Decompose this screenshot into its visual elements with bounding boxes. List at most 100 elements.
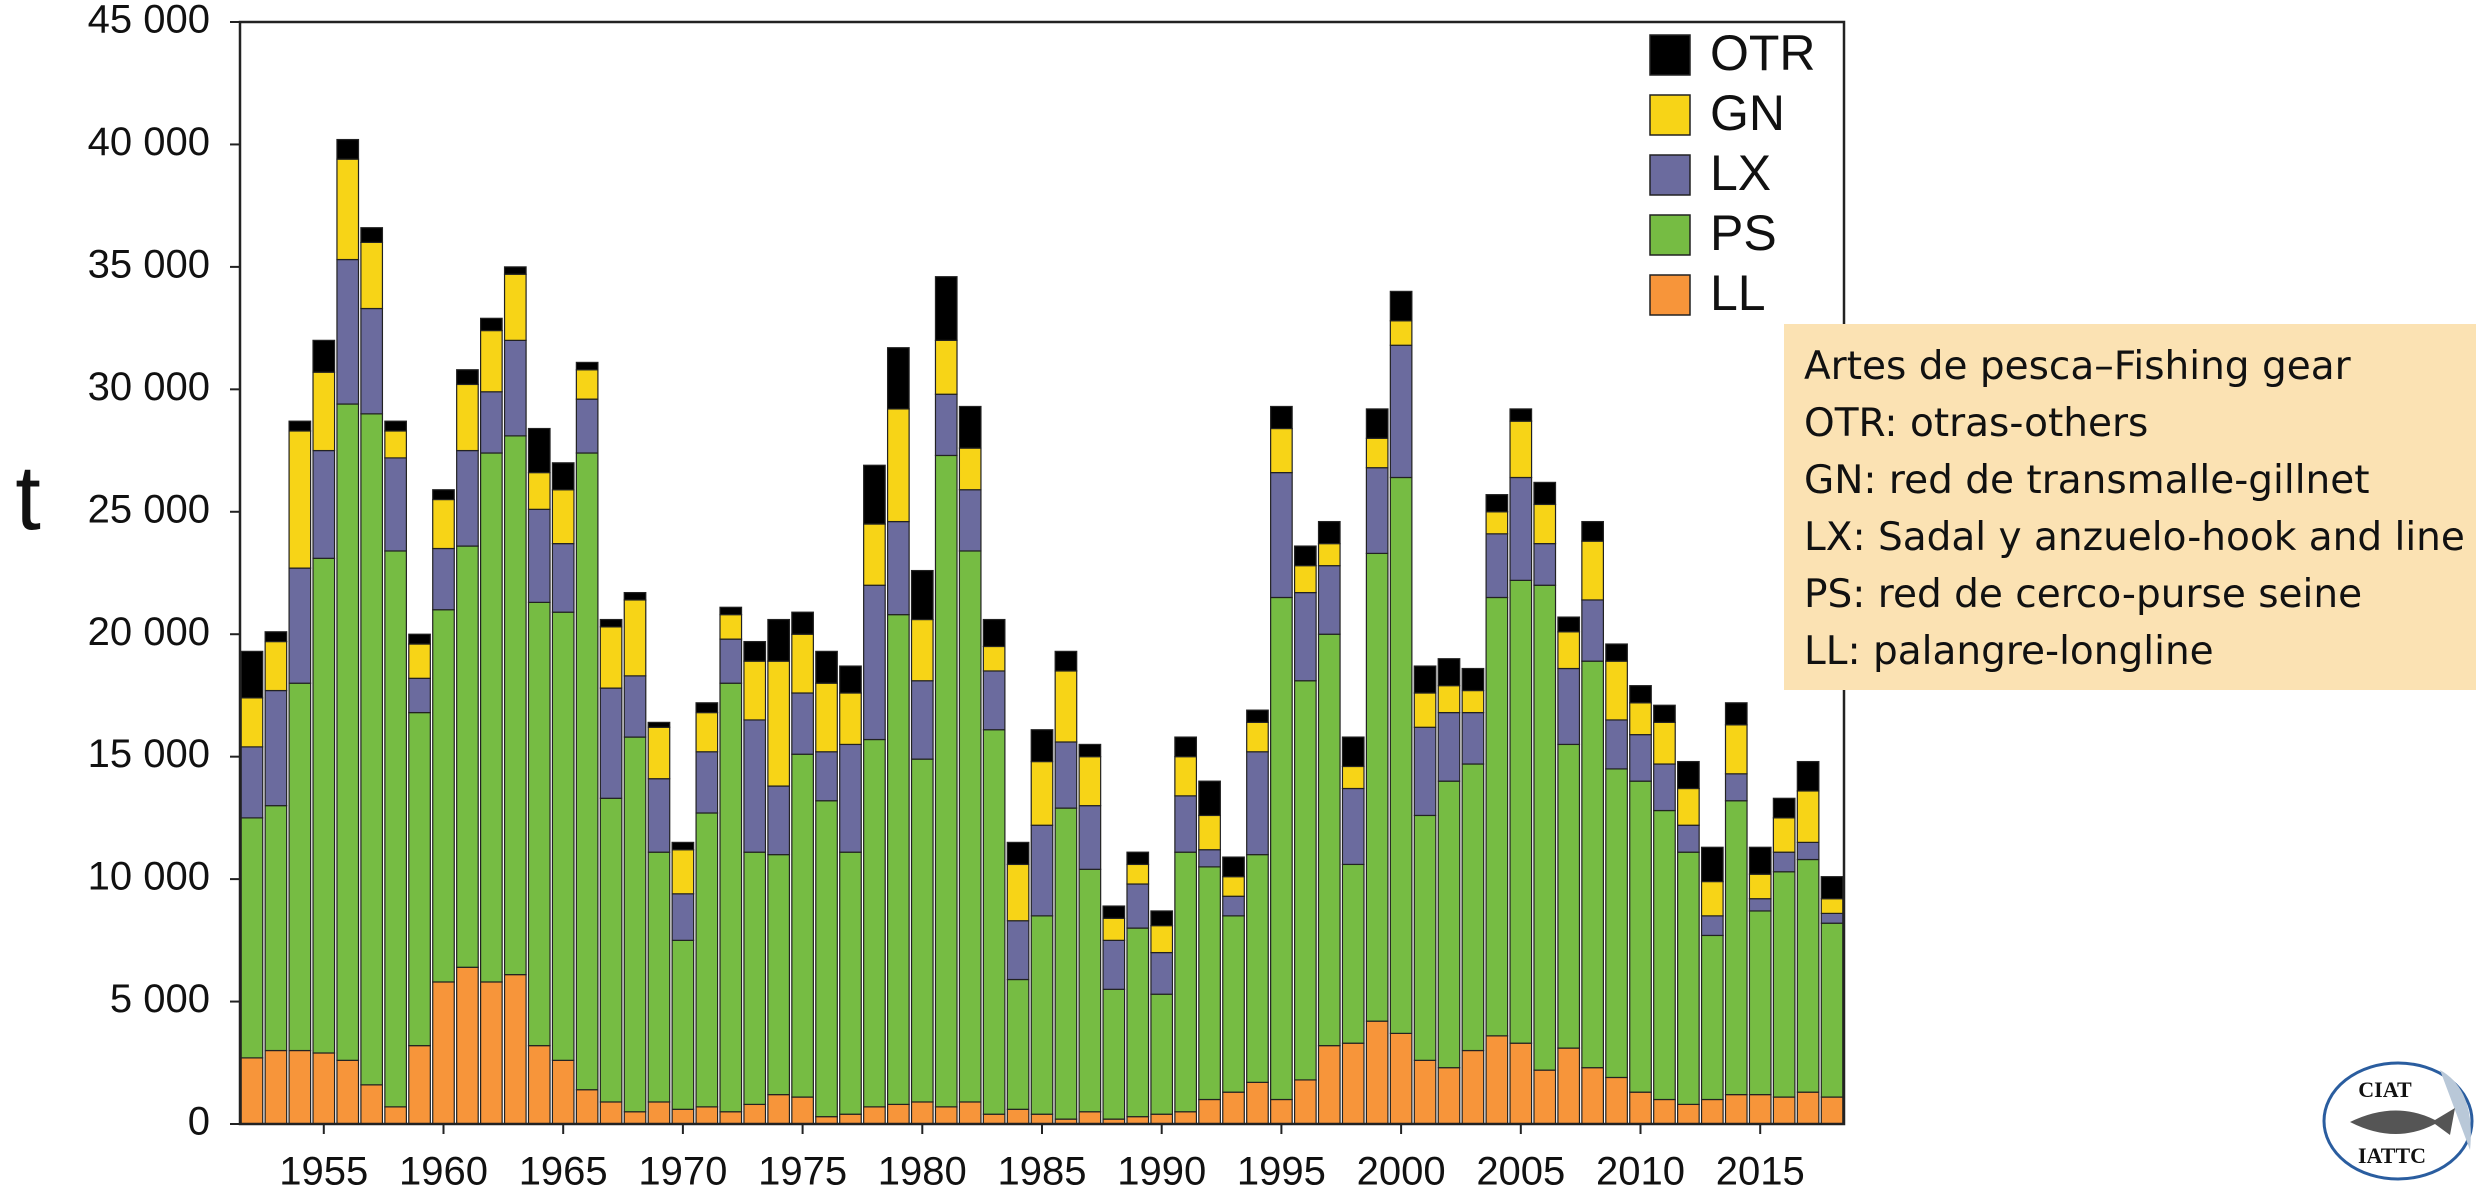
bar-segment	[1820, 922, 1844, 1098]
bar-segment	[1293, 545, 1317, 567]
bar-segment	[599, 687, 623, 799]
bar-segment	[1078, 756, 1102, 807]
bar-segment	[1724, 800, 1748, 1096]
bar-segment	[1006, 863, 1030, 922]
y-tick-label: 35 000	[88, 242, 210, 286]
bar-segment	[791, 692, 814, 755]
bar-segment	[1820, 912, 1844, 924]
bar-segment	[1557, 667, 1581, 746]
x-tick-label: 1975	[758, 1150, 847, 1193]
bar-segment	[1365, 1020, 1389, 1125]
bar-segment	[1413, 1059, 1437, 1125]
x-tick-label: 1995	[1237, 1150, 1326, 1193]
bar-segment	[1724, 773, 1748, 802]
bar-segment	[1389, 476, 1413, 1034]
bar-segment	[360, 413, 384, 1086]
bar-segment	[1389, 290, 1413, 322]
bar-segment	[1222, 856, 1245, 878]
bar-segment	[1820, 876, 1844, 900]
bar-segment	[240, 650, 264, 699]
bar-segment	[480, 452, 503, 983]
bar-segment	[958, 489, 982, 552]
bar-segment	[1078, 743, 1102, 758]
bar-segment	[360, 241, 384, 310]
bar-segment	[1700, 880, 1724, 917]
bar-segment	[767, 618, 791, 662]
bar-segment	[743, 1103, 767, 1125]
bar-segment	[432, 547, 455, 611]
bar-segment	[1533, 481, 1557, 506]
bar-segment	[288, 430, 312, 569]
bar-segment	[934, 1106, 958, 1125]
bar-segment	[982, 1113, 1006, 1125]
bar-segment	[1102, 905, 1126, 919]
bar-segment	[1365, 552, 1389, 1022]
bar-segment	[767, 854, 791, 1096]
bar-segment	[240, 817, 264, 1059]
bar-segment	[1030, 915, 1054, 1115]
logo: CIAT IATTC	[2322, 1061, 2474, 1181]
bar-segment	[791, 611, 814, 635]
bar-segment	[623, 1111, 647, 1125]
bar-segment	[1485, 533, 1509, 599]
bar-segment	[671, 841, 695, 851]
bar-segment	[480, 329, 503, 393]
bar-segment	[384, 550, 407, 1108]
bar-segment	[1150, 925, 1174, 954]
bar-segment	[1437, 658, 1461, 687]
bar-segment	[1198, 866, 1221, 1101]
bar-segment	[1198, 780, 1221, 817]
x-tick-label: 1955	[279, 1150, 368, 1193]
bar-segment	[288, 567, 312, 684]
bar-segment	[1653, 763, 1676, 812]
bar-segment	[1317, 1045, 1341, 1125]
bar-segment	[767, 660, 791, 787]
bar-segment	[480, 981, 503, 1125]
bar-segment	[1605, 719, 1628, 770]
bar-segment	[1485, 494, 1509, 513]
x-tick-label: 2010	[1596, 1150, 1685, 1193]
y-tick-label: 10 000	[88, 855, 210, 899]
bar-segment	[1126, 863, 1150, 885]
bar-segment	[1270, 427, 1293, 474]
bar-segment	[1006, 978, 1030, 1110]
info-line: GN: red de transmalle-gillnet	[1804, 458, 2370, 503]
bar-segment	[815, 800, 838, 1118]
bar-segment	[1677, 851, 1700, 1106]
bar-segment	[360, 1084, 384, 1125]
bar-segment	[599, 1101, 623, 1125]
logo-fish	[2350, 1108, 2455, 1135]
bar-segment	[1629, 780, 1652, 1093]
info-line: PS: red de cerco-purse seine	[1804, 572, 2363, 617]
bar-segment	[1389, 320, 1413, 346]
y-tick-label: 5 000	[110, 977, 210, 1021]
bar-segment	[503, 435, 527, 976]
bar-segment	[1054, 807, 1078, 1120]
bar-segment	[408, 677, 431, 714]
bar-segment	[1270, 596, 1293, 1101]
bar-segment	[360, 227, 384, 243]
x-tick-label: 2015	[1716, 1150, 1805, 1193]
bar-segment	[1653, 809, 1676, 1101]
bar-segment	[551, 543, 575, 613]
bar-segment	[1653, 704, 1676, 723]
bar-segment	[1174, 1111, 1198, 1125]
bar-segment	[1509, 408, 1533, 422]
bar-segment	[1581, 540, 1605, 601]
bar-segment	[1389, 1032, 1413, 1125]
bar-segment	[264, 805, 288, 1052]
bar-segment	[1581, 520, 1605, 542]
bar-segment	[1365, 467, 1389, 555]
bar-segment	[1222, 876, 1245, 897]
bar-segment	[432, 981, 455, 1125]
bar-segment	[1270, 405, 1293, 430]
bar-segment	[1317, 520, 1341, 545]
bar-segment	[527, 427, 551, 474]
bar-segment	[1222, 915, 1245, 1093]
legend-label: LL	[1710, 265, 1766, 321]
bar-segment	[1629, 702, 1652, 736]
bar-segment	[1054, 670, 1078, 743]
bar-segment	[264, 631, 288, 643]
bar-segment	[599, 797, 623, 1103]
bar-segment	[1150, 1113, 1174, 1125]
